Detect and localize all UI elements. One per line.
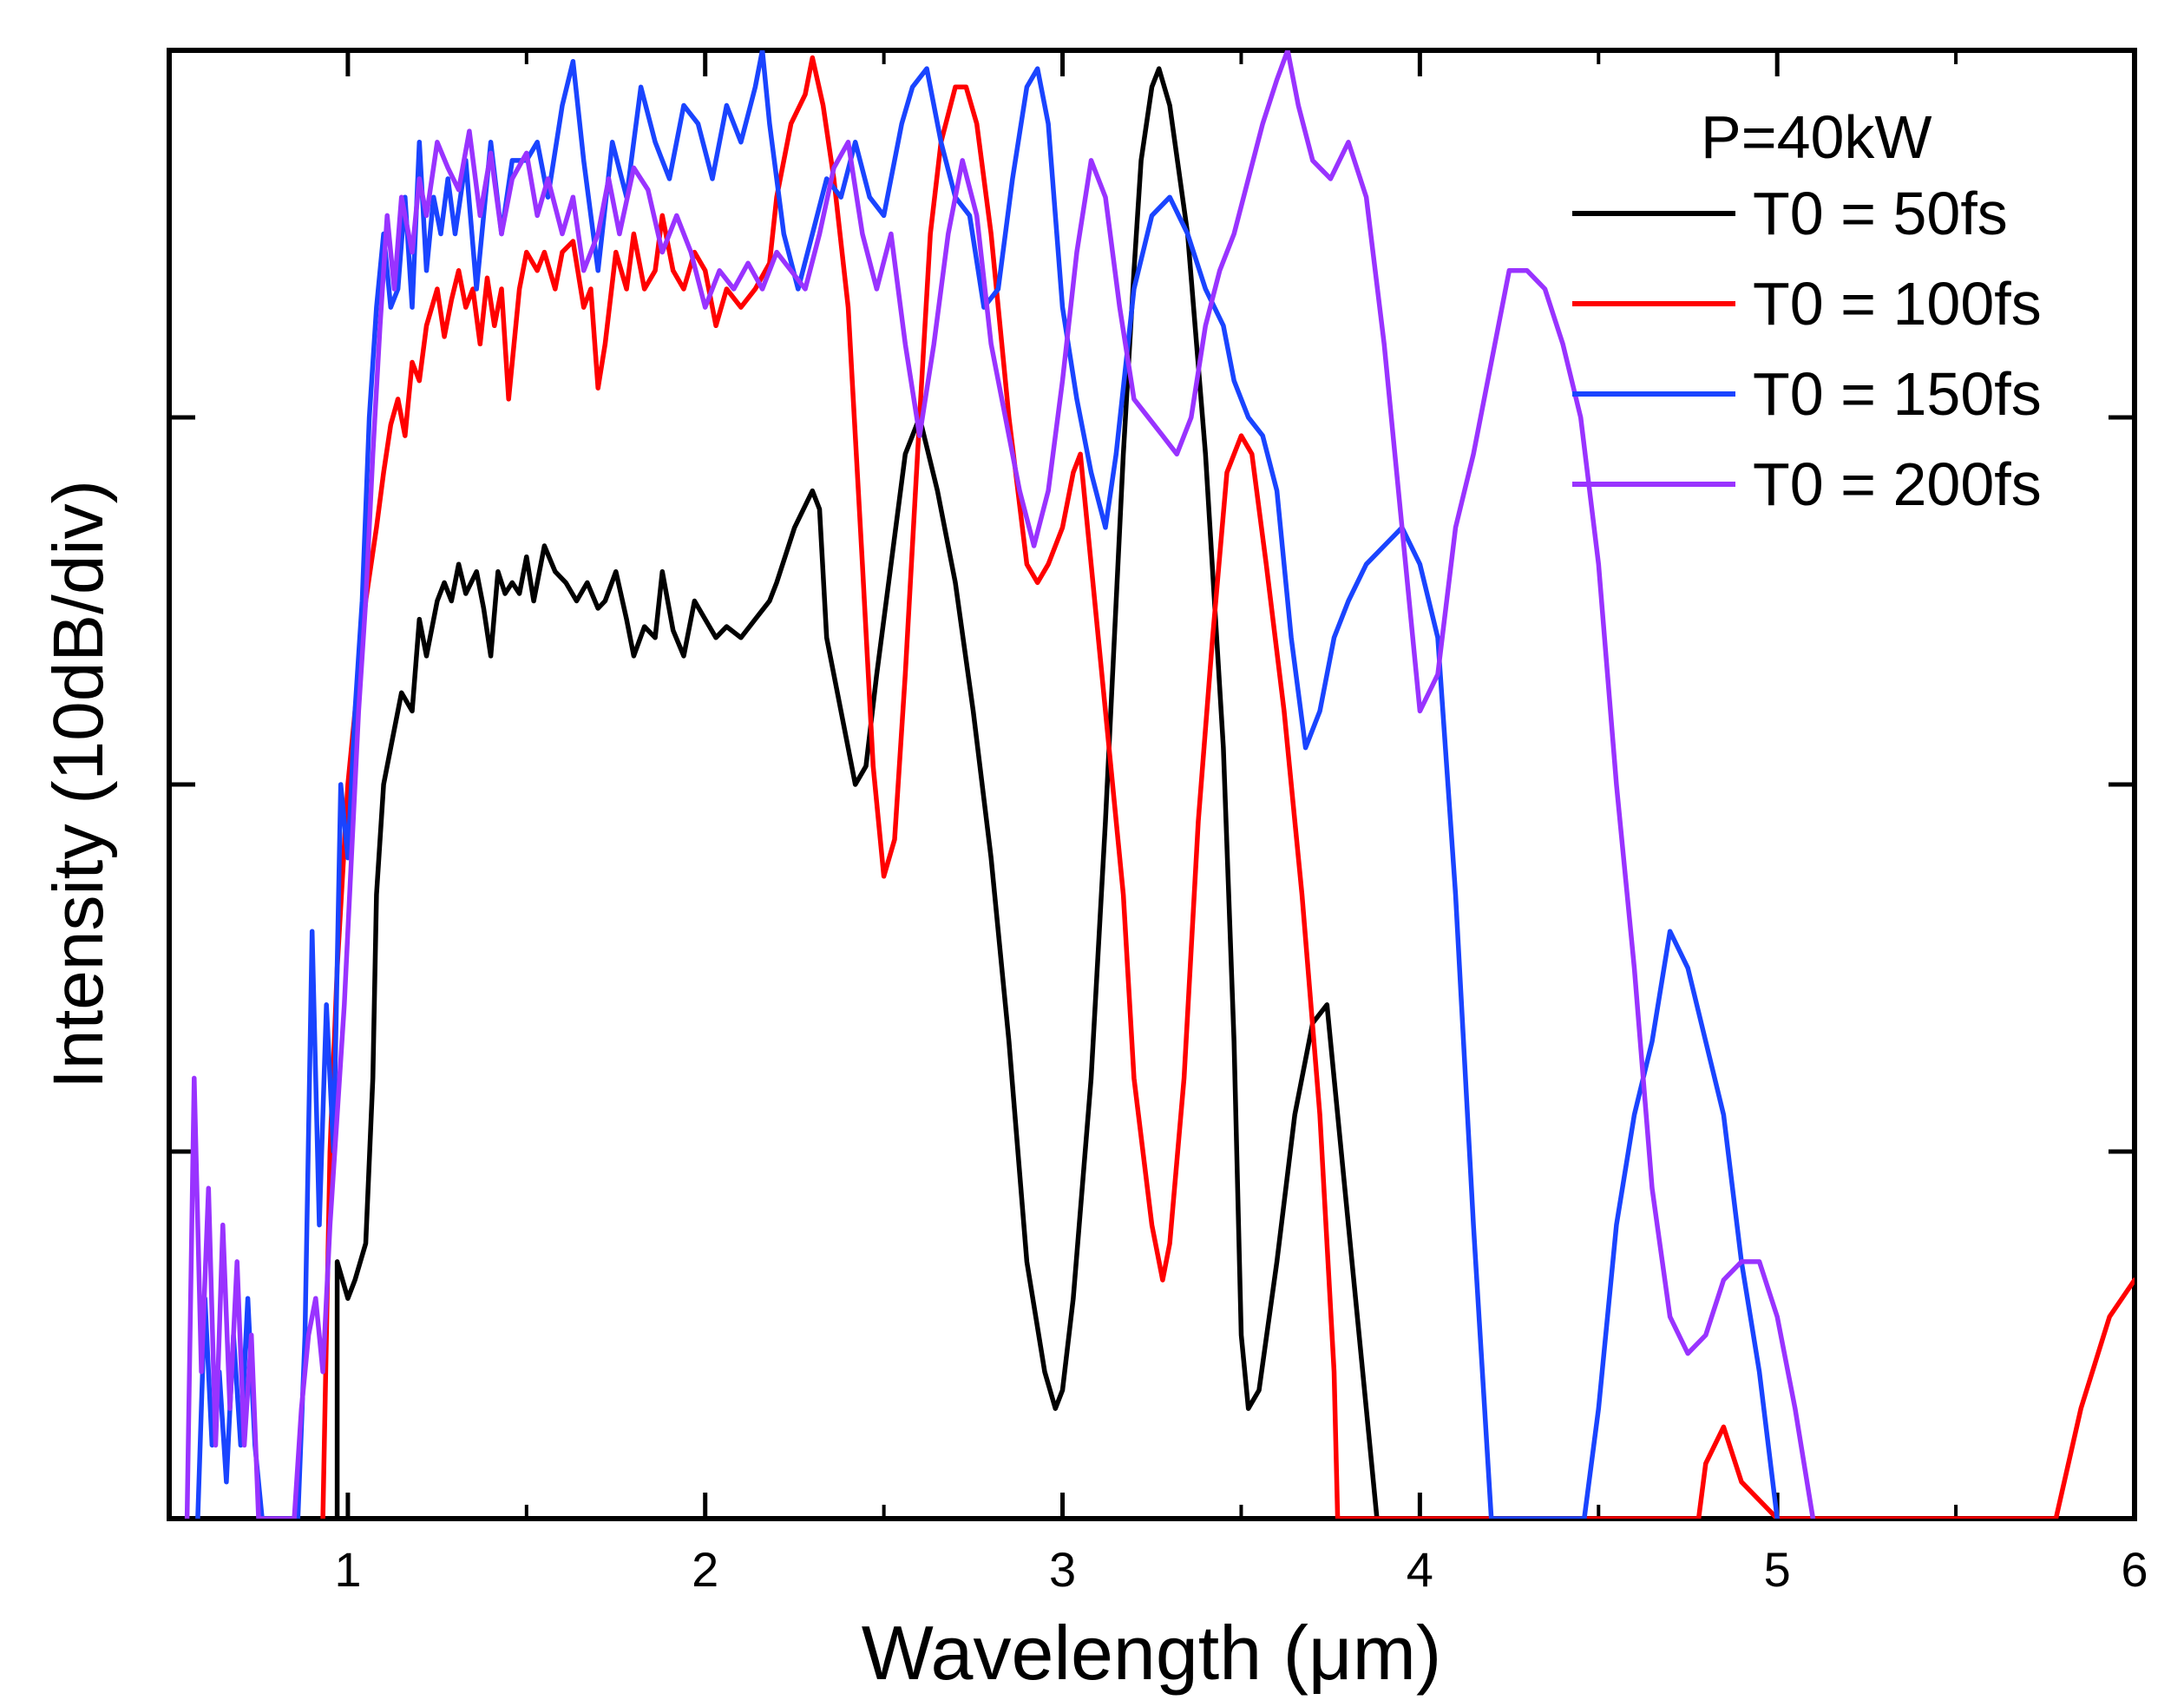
tick-labels: 1 2 3 4 5 6 [334,1542,2148,1597]
legend-label: T0 = 100fs [1753,270,2042,338]
series-line-2 [320,55,2135,1519]
x-tick-label: 4 [1407,1542,1433,1597]
x-tick-label: 3 [1049,1542,1076,1597]
x-tick-label: 1 [334,1542,361,1597]
axis-ticks [169,50,2137,1519]
y-axis-label: Intensity (10dB/div) [39,480,118,1089]
x-tick-label: 6 [2121,1542,2148,1597]
legend-label: T0 = 50fs [1753,180,2008,247]
legend-entries: T0 = 50fs T0 = 100fs T0 = 150fs T0 = 200fs [1572,180,2042,518]
x-tick-label: 5 [1764,1542,1791,1597]
legend-title: P=40kW [1701,103,1932,171]
series-line-4 [184,50,1816,1519]
legend-label: T0 = 150fs [1753,360,2042,428]
x-tick-label: 2 [692,1542,718,1597]
x-axis-label: Wavelength (μm) [862,1610,1442,1696]
series-group [184,50,2135,1519]
series-line-3 [195,50,1780,1519]
legend-label: T0 = 200fs [1753,450,2042,518]
series-line-1 [334,66,1380,1519]
